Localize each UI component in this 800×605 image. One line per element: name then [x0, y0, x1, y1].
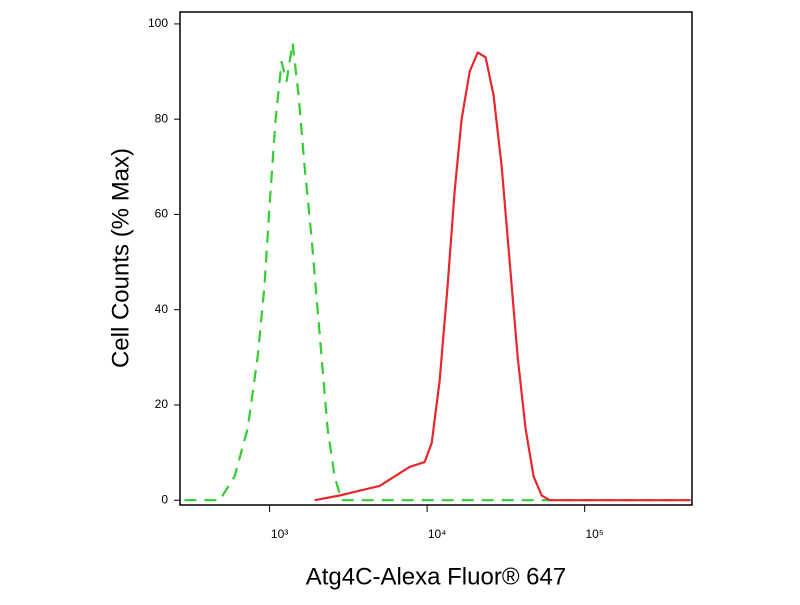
y-tick-label: 60	[155, 207, 169, 221]
x-tick-label: 10³	[271, 527, 288, 541]
y-tick-label: 80	[155, 111, 169, 125]
series-line	[184, 41, 691, 502]
y-tick-label: 20	[155, 397, 169, 411]
y-tick-label: 0	[161, 492, 168, 506]
x-axis-label: Atg4C-Alexa Fluor® 647	[306, 563, 566, 590]
y-tick-label: 100	[148, 16, 168, 30]
x-tick-label: 10⁴	[428, 527, 447, 541]
plot-frame	[179, 11, 693, 506]
y-axis-label: Cell Counts (% Max)	[107, 148, 134, 368]
y-tick-label: 40	[155, 302, 169, 316]
x-tick-label: 10⁵	[586, 527, 604, 541]
series-line	[314, 51, 691, 502]
